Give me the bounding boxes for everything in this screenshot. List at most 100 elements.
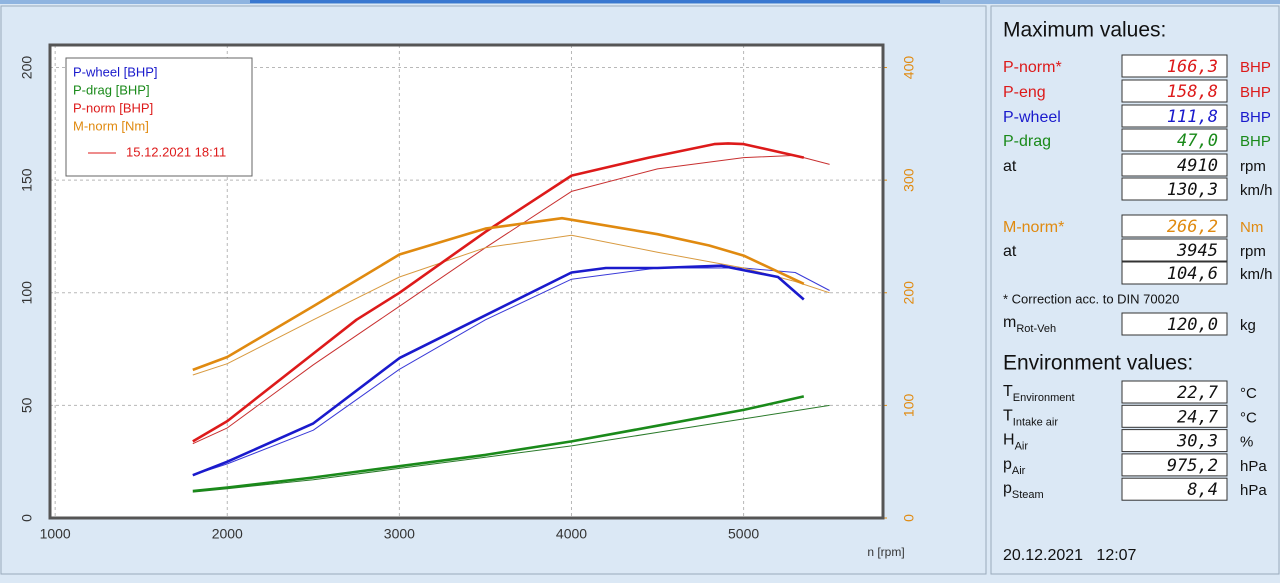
values: Maximum values: P-norm* 166,3 BHP P-eng 158,8… xyxy=(1003,19,1273,565)
label-sub: Intake air xyxy=(1013,416,1059,428)
value-box xyxy=(1121,453,1228,477)
row-unit: km/h xyxy=(1240,266,1273,283)
row-value: 166,3 xyxy=(1167,57,1218,77)
value-box xyxy=(1121,477,1228,501)
series-line xyxy=(192,216,805,372)
row-value: 4910 xyxy=(1177,156,1218,176)
value-box xyxy=(1121,153,1228,177)
label-main: T xyxy=(1003,383,1013,400)
legend-entry: 15.12.2021 18:11 xyxy=(126,144,226,159)
label-sub: Steam xyxy=(1012,489,1044,501)
x-axis-label: n [rpm] xyxy=(867,545,904,559)
value-box xyxy=(1121,312,1228,336)
row-value: 111,8 xyxy=(1167,107,1218,127)
label-main: p xyxy=(1003,480,1012,497)
value-box xyxy=(1121,261,1228,285)
series-line xyxy=(192,264,805,477)
value-box xyxy=(1121,380,1228,404)
label-main: H xyxy=(1003,432,1015,449)
value-box xyxy=(1121,214,1228,238)
row-label: at xyxy=(1003,243,1017,260)
value-box xyxy=(1121,177,1228,201)
row-unit: kg xyxy=(1240,317,1256,334)
x-tick-label: 4000 xyxy=(556,526,587,542)
panel-title: Environment values: xyxy=(1003,352,1193,375)
value-box xyxy=(1121,104,1228,128)
y2-tick-label: 400 xyxy=(901,56,917,80)
y2-tick-label: 300 xyxy=(901,168,917,192)
label-sub: Air xyxy=(1015,441,1029,453)
row-unit: rpm xyxy=(1240,243,1266,260)
row-label: pAir xyxy=(1003,456,1026,477)
row-label: P-drag xyxy=(1003,133,1051,150)
x-tick-label: 3000 xyxy=(384,526,415,542)
x-tick-label: 1000 xyxy=(40,526,71,542)
row-label: TIntake air xyxy=(1003,408,1058,429)
row-unit: BHP xyxy=(1240,59,1271,76)
row-label: mRot-Veh xyxy=(1003,314,1056,335)
y2-tick-label: 0 xyxy=(901,514,917,522)
label-sub: Air xyxy=(1012,465,1026,477)
row-unit: °C xyxy=(1240,385,1257,402)
row-unit: BHP xyxy=(1240,109,1271,126)
label-main: p xyxy=(1003,456,1012,473)
row-value: 30,3 xyxy=(1176,432,1218,452)
row-unit: Nm xyxy=(1240,219,1263,236)
label-sub: Rot-Veh xyxy=(1016,323,1056,335)
row-label: HAir xyxy=(1003,432,1028,453)
top-bar-accent xyxy=(250,0,940,3)
row-value: 24,7 xyxy=(1177,407,1219,427)
y2-tick-label: 200 xyxy=(901,281,917,305)
y-tick-label: 150 xyxy=(19,168,35,192)
series-line xyxy=(192,395,805,493)
value-box xyxy=(1121,54,1228,78)
y-tick-label: 0 xyxy=(19,514,35,522)
legend-entry: P-norm [BHP] xyxy=(73,100,153,115)
row-unit: °C xyxy=(1240,409,1257,426)
legend-entry: M-norm [Nm] xyxy=(73,118,149,133)
timestamp: 20.12.2021 12:07 xyxy=(1003,547,1137,564)
series-line xyxy=(192,142,805,443)
x-tick-label: 5000 xyxy=(728,526,759,542)
row-label: M-norm* xyxy=(1003,219,1064,236)
note: * Correction acc. to DIN 70020 xyxy=(1003,291,1179,306)
row-value: 8,4 xyxy=(1187,480,1218,500)
row-label: TEnvironment xyxy=(1003,383,1075,404)
label-main: T xyxy=(1003,408,1013,425)
plot xyxy=(50,45,887,519)
value-box xyxy=(1121,404,1228,428)
row-unit: % xyxy=(1240,434,1253,451)
legend: P-wheel [BHP] P-drag [BHP] P-norm [BHP] M-n… xyxy=(65,57,253,177)
row-unit: BHP xyxy=(1240,84,1271,101)
row-unit: km/h xyxy=(1240,182,1273,199)
value-box xyxy=(1121,128,1228,152)
reference-line xyxy=(192,404,830,493)
row-value: 3945 xyxy=(1176,241,1218,261)
x-tick-label: 2000 xyxy=(212,526,243,542)
value-box xyxy=(1121,79,1228,103)
row-value: 22,7 xyxy=(1177,383,1219,403)
y-tick-label: 200 xyxy=(19,56,35,80)
reference-line xyxy=(192,267,830,476)
row-value: 266,2 xyxy=(1167,217,1218,237)
row-label: at xyxy=(1003,158,1017,175)
row-label: P-eng xyxy=(1003,84,1046,101)
row-value: 158,8 xyxy=(1167,82,1218,102)
row-value: 47,0 xyxy=(1177,131,1218,151)
row-label: pSteam xyxy=(1003,480,1044,501)
plot-frame xyxy=(48,43,885,520)
row-value: 120,0 xyxy=(1167,315,1218,335)
reference-line xyxy=(192,154,830,445)
row-value: 130,3 xyxy=(1167,180,1218,200)
legend-entry: P-drag [BHP] xyxy=(73,82,150,97)
row-unit: hPa xyxy=(1240,482,1267,499)
row-value: 104,6 xyxy=(1167,264,1218,284)
value-box xyxy=(1121,429,1228,453)
panel-title: Maximum values: xyxy=(1003,19,1166,42)
y2-tick-label: 100 xyxy=(901,393,917,417)
value-box xyxy=(1121,238,1228,262)
label-sub: Environment xyxy=(1013,392,1075,404)
row-value: 975,2 xyxy=(1167,456,1218,476)
